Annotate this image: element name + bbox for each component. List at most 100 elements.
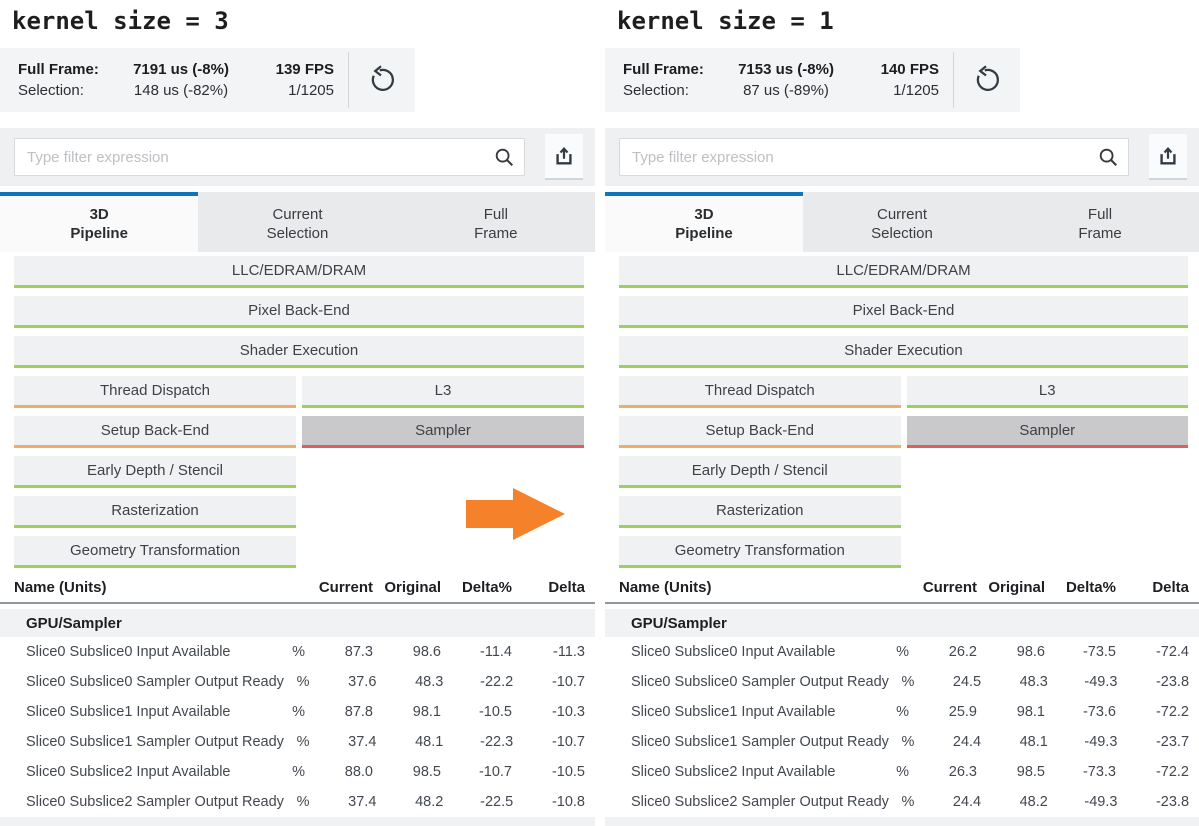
full-frame-label: Full Frame:: [18, 61, 99, 78]
tab-label-line: Full: [1087, 205, 1113, 223]
metric-group-header[interactable]: GPU/Sampler: [0, 609, 595, 637]
table-row[interactable]: Slice0 Subslice0 Sampler Output Ready % …: [605, 667, 1199, 697]
column-delta-pct[interactable]: Delta%: [461, 579, 512, 596]
table-row[interactable]: Slice0 Subslice2 Sampler Output Ready % …: [0, 787, 595, 817]
pipeline-block[interactable]: Shader Execution: [619, 336, 1188, 368]
metric-delta: -11.3: [553, 644, 585, 660]
tab-current-selection[interactable]: Current Selection: [198, 192, 396, 252]
column-delta-pct[interactable]: Delta%: [1065, 579, 1116, 596]
column-original[interactable]: Original: [988, 579, 1045, 596]
search-icon[interactable]: [493, 146, 515, 168]
column-current[interactable]: Current: [318, 579, 373, 596]
pipeline-block[interactable]: Sampler: [302, 416, 584, 448]
metric-delta-pct: -10.5: [478, 704, 512, 720]
metric-delta: -23.8: [1155, 794, 1190, 810]
pipeline-block[interactable]: Thread Dispatch: [619, 376, 901, 408]
reset-button[interactable]: [349, 48, 415, 112]
table-row[interactable]: Slice0 Subslice2 Input Available % 26.3 …: [605, 757, 1199, 787]
table-row[interactable]: Slice0 Subslice0 Sampler Output Ready % …: [0, 667, 595, 697]
metric-name: Slice0 Subslice0 Input Available: [631, 644, 836, 660]
export-button[interactable]: [1149, 134, 1187, 180]
metric-name: Slice0 Subslice1 Sampler Output Ready: [26, 734, 284, 750]
pipeline-row: Pixel Back-End: [14, 296, 584, 328]
pipeline-row: Geometry Transformation: [14, 536, 584, 568]
pipeline-block[interactable]: Geometry Transformation: [14, 536, 296, 568]
metric-delta-pct: -73.6: [1082, 704, 1116, 720]
pipeline-diagram: LLC/EDRAM/DRAM Pixel Back-End Shader Exe…: [605, 252, 1199, 568]
table-overflow-band: [0, 817, 595, 826]
pipeline-block[interactable]: Rasterization: [14, 496, 296, 528]
column-current[interactable]: Current: [922, 579, 977, 596]
metric-original: 98.1: [1016, 704, 1045, 720]
panel-title: kernel size = 1: [617, 7, 834, 35]
table-row[interactable]: Slice0 Subslice0 Input Available % 87.3 …: [0, 637, 595, 667]
metric-original: 98.6: [412, 644, 441, 660]
table-row[interactable]: Slice0 Subslice1 Sampler Output Ready % …: [605, 727, 1199, 757]
pipeline-row: Rasterization: [14, 496, 584, 528]
table-row[interactable]: Slice0 Subslice1 Sampler Output Ready % …: [0, 727, 595, 757]
column-original[interactable]: Original: [384, 579, 441, 596]
stats-grid: Full Frame: 7153 us (-8%) 140 FPS Select…: [605, 48, 953, 112]
pipeline-block[interactable]: Rasterization: [619, 496, 901, 528]
table-row[interactable]: Slice0 Subslice0 Input Available % 26.2 …: [605, 637, 1199, 667]
table-row[interactable]: Slice0 Subslice2 Sampler Output Ready % …: [605, 787, 1199, 817]
tab-full-frame[interactable]: Full Frame: [397, 192, 595, 252]
pipeline-row: LLC/EDRAM/DRAM: [619, 256, 1188, 288]
pipeline-block[interactable]: Early Depth / Stencil: [619, 456, 901, 488]
pipeline-row: Early Depth / Stencil: [14, 456, 584, 488]
tab-full-frame[interactable]: Full Frame: [1001, 192, 1199, 252]
pipeline-block[interactable]: Shader Execution: [14, 336, 584, 368]
metric-original: 48.1: [415, 734, 444, 750]
metric-original: 48.1: [1019, 734, 1048, 750]
pipeline-block[interactable]: L3: [906, 376, 1188, 408]
tab-label-line: Frame: [1078, 225, 1122, 242]
stats-bar: Full Frame: 7153 us (-8%) 140 FPS Select…: [605, 48, 1020, 112]
pipeline-block[interactable]: Thread Dispatch: [14, 376, 296, 408]
selection-value: 87 us (-89%): [743, 82, 829, 99]
table-row[interactable]: Slice0 Subslice2 Input Available % 88.0 …: [0, 757, 595, 787]
metric-group-header[interactable]: GPU/Sampler: [605, 609, 1199, 637]
selection-value: 148 us (-82%): [133, 82, 229, 99]
pipeline-block[interactable]: Sampler: [906, 416, 1188, 448]
column-name-units[interactable]: Name (Units): [14, 579, 107, 596]
reset-button[interactable]: [954, 48, 1020, 112]
pipeline-block[interactable]: LLC/EDRAM/DRAM: [619, 256, 1188, 288]
column-delta[interactable]: Delta: [548, 579, 585, 596]
tab-3d-pipeline[interactable]: 3D Pipeline: [605, 192, 803, 252]
fps-value: 139 FPS: [275, 61, 334, 78]
panel-title: kernel size = 3: [12, 7, 229, 35]
metric-delta-pct: -73.3: [1082, 764, 1116, 780]
search-icon[interactable]: [1097, 146, 1119, 168]
full-frame-value: 7191 us (-8%): [133, 61, 229, 78]
tab-label-line: 3D: [694, 205, 714, 223]
table-row[interactable]: Slice0 Subslice1 Input Available % 87.8 …: [0, 697, 595, 727]
table-row[interactable]: Slice0 Subslice1 Input Available % 25.9 …: [605, 697, 1199, 727]
pipeline-block[interactable]: LLC/EDRAM/DRAM: [14, 256, 584, 288]
selection-label: Selection:: [623, 82, 689, 99]
pipeline-block[interactable]: Geometry Transformation: [619, 536, 901, 568]
filter-input[interactable]: [619, 138, 1129, 176]
pipeline-block[interactable]: Pixel Back-End: [14, 296, 584, 328]
pipeline-row: Pixel Back-End: [619, 296, 1188, 328]
export-button[interactable]: [545, 134, 583, 180]
pipeline-block[interactable]: Early Depth / Stencil: [14, 456, 296, 488]
tab-3d-pipeline[interactable]: 3D Pipeline: [0, 192, 199, 252]
metric-current: 26.2: [948, 644, 977, 660]
pipeline-block[interactable]: L3: [302, 376, 584, 408]
metric-delta: -23.8: [1155, 674, 1190, 690]
frame-index: 1/1205: [893, 82, 939, 99]
metric-delta: -10.5: [551, 764, 585, 780]
metric-name: Slice0 Subslice0 Sampler Output Ready: [26, 674, 284, 690]
filter-input[interactable]: [14, 138, 525, 176]
tab-current-selection[interactable]: Current Selection: [803, 192, 1001, 252]
pipeline-block[interactable]: Setup Back-End: [619, 416, 901, 448]
pipeline-row: Rasterization: [619, 496, 1188, 528]
column-name-units[interactable]: Name (Units): [619, 579, 712, 596]
pipeline-row: Early Depth / Stencil: [619, 456, 1188, 488]
column-delta[interactable]: Delta: [1152, 579, 1189, 596]
group-label: GPU/Sampler: [26, 614, 122, 632]
pipeline-block[interactable]: Pixel Back-End: [619, 296, 1188, 328]
pipeline-block[interactable]: Setup Back-End: [14, 416, 296, 448]
metric-current: 87.3: [344, 644, 373, 660]
metric-current: 37.4: [348, 794, 377, 810]
